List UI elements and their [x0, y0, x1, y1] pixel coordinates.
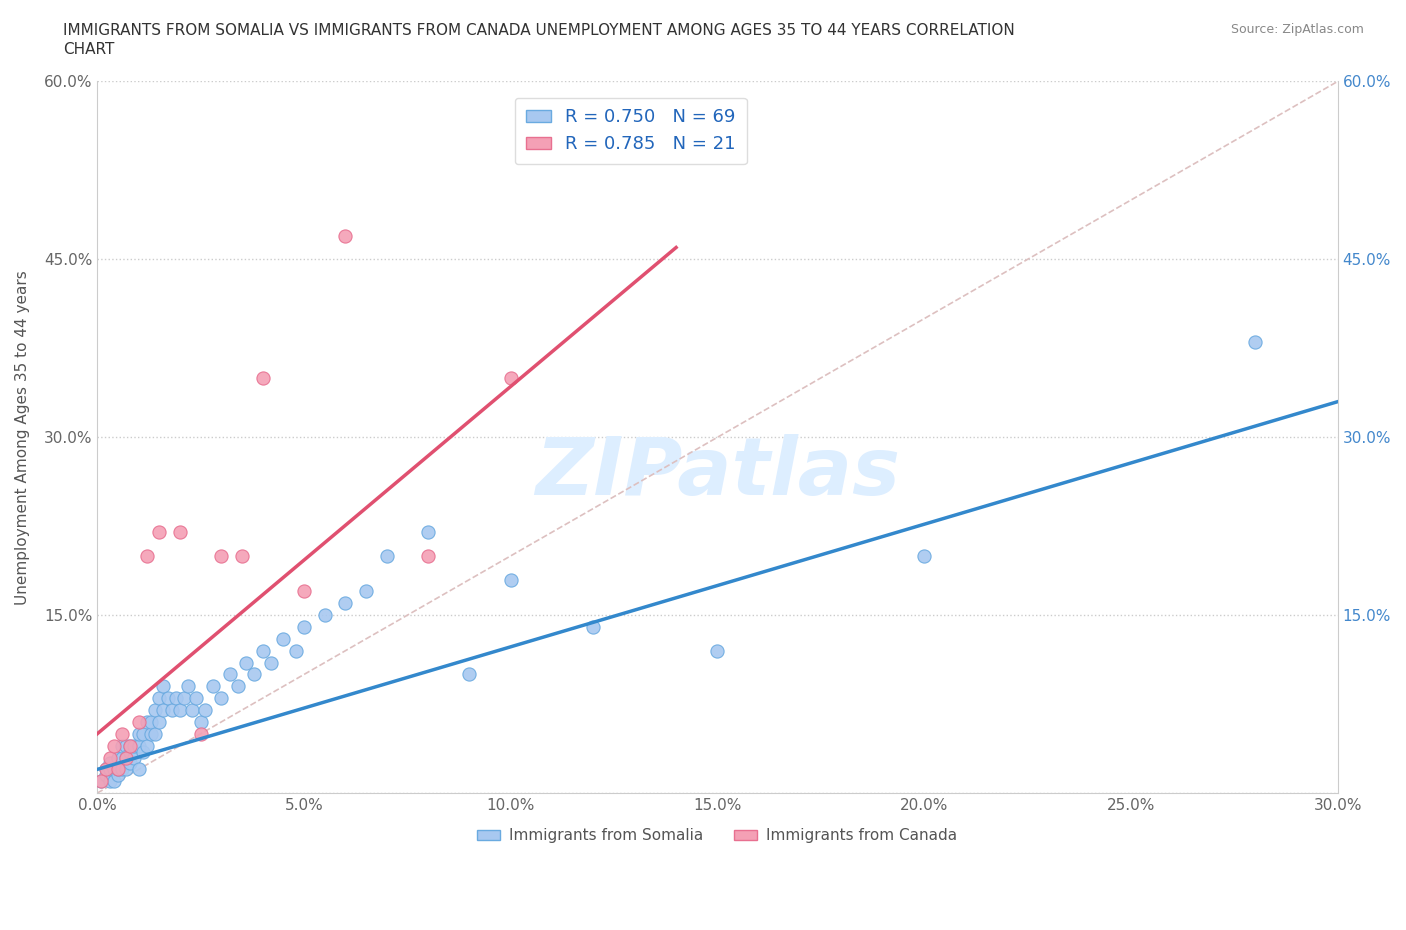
Point	[354, 584, 377, 599]
Point	[186, 691, 208, 706]
Point	[160, 703, 183, 718]
Point	[202, 679, 225, 694]
Point	[120, 756, 142, 771]
Point	[128, 762, 150, 777]
Point	[582, 619, 605, 634]
Point	[98, 774, 121, 789]
Point	[135, 738, 157, 753]
Point	[252, 644, 274, 658]
Point	[94, 768, 117, 783]
Point	[169, 703, 191, 718]
Point	[271, 631, 294, 646]
Point	[115, 738, 138, 753]
Point	[90, 774, 112, 789]
Point	[416, 549, 439, 564]
Point	[107, 751, 129, 765]
Point	[314, 607, 336, 622]
Point	[143, 703, 166, 718]
Point	[194, 703, 217, 718]
Point	[499, 370, 522, 385]
Point	[94, 762, 117, 777]
Point	[706, 644, 728, 658]
Point	[156, 691, 179, 706]
Point	[416, 525, 439, 539]
Point	[623, 122, 645, 137]
Point	[132, 744, 155, 759]
Point	[169, 525, 191, 539]
Point	[115, 762, 138, 777]
Point	[98, 751, 121, 765]
Text: ZIPatlas: ZIPatlas	[534, 434, 900, 512]
Point	[292, 619, 315, 634]
Point	[124, 738, 146, 753]
Point	[1244, 335, 1267, 350]
Y-axis label: Unemployment Among Ages 35 to 44 years: Unemployment Among Ages 35 to 44 years	[15, 270, 30, 604]
Point	[177, 679, 200, 694]
Point	[152, 679, 174, 694]
Point	[173, 691, 195, 706]
Point	[152, 703, 174, 718]
Point	[190, 714, 212, 729]
Point	[120, 738, 142, 753]
Point	[94, 762, 117, 777]
Point	[292, 584, 315, 599]
Point	[143, 726, 166, 741]
Point	[90, 774, 112, 789]
Point	[139, 726, 162, 741]
Point	[107, 762, 129, 777]
Point	[128, 726, 150, 741]
Legend: Immigrants from Somalia, Immigrants from Canada: Immigrants from Somalia, Immigrants from…	[471, 822, 963, 849]
Point	[111, 751, 134, 765]
Point	[181, 703, 204, 718]
Point	[148, 525, 170, 539]
Point	[165, 691, 187, 706]
Point	[260, 655, 283, 670]
Point	[111, 726, 134, 741]
Point	[190, 726, 212, 741]
Point	[335, 228, 357, 243]
Point	[135, 714, 157, 729]
Point	[120, 744, 142, 759]
Point	[218, 667, 240, 682]
Point	[128, 714, 150, 729]
Point	[111, 762, 134, 777]
Point	[98, 756, 121, 771]
Point	[148, 691, 170, 706]
Point	[111, 738, 134, 753]
Point	[243, 667, 266, 682]
Point	[209, 549, 232, 564]
Point	[128, 738, 150, 753]
Point	[226, 679, 249, 694]
Point	[98, 762, 121, 777]
Point	[499, 572, 522, 587]
Text: IMMIGRANTS FROM SOMALIA VS IMMIGRANTS FROM CANADA UNEMPLOYMENT AMONG AGES 35 TO : IMMIGRANTS FROM SOMALIA VS IMMIGRANTS FR…	[63, 23, 1015, 38]
Point	[107, 762, 129, 777]
Point	[209, 691, 232, 706]
Point	[115, 751, 138, 765]
Point	[458, 667, 481, 682]
Point	[912, 549, 935, 564]
Point	[235, 655, 257, 670]
Point	[103, 738, 125, 753]
Point	[132, 726, 155, 741]
Point	[252, 370, 274, 385]
Point	[231, 549, 253, 564]
Point	[375, 549, 398, 564]
Point	[148, 714, 170, 729]
Text: Source: ZipAtlas.com: Source: ZipAtlas.com	[1230, 23, 1364, 36]
Point	[103, 774, 125, 789]
Point	[124, 751, 146, 765]
Text: CHART: CHART	[63, 42, 115, 57]
Point	[335, 596, 357, 611]
Point	[284, 644, 307, 658]
Point	[135, 549, 157, 564]
Point	[115, 751, 138, 765]
Point	[139, 714, 162, 729]
Point	[103, 762, 125, 777]
Point	[120, 738, 142, 753]
Point	[107, 768, 129, 783]
